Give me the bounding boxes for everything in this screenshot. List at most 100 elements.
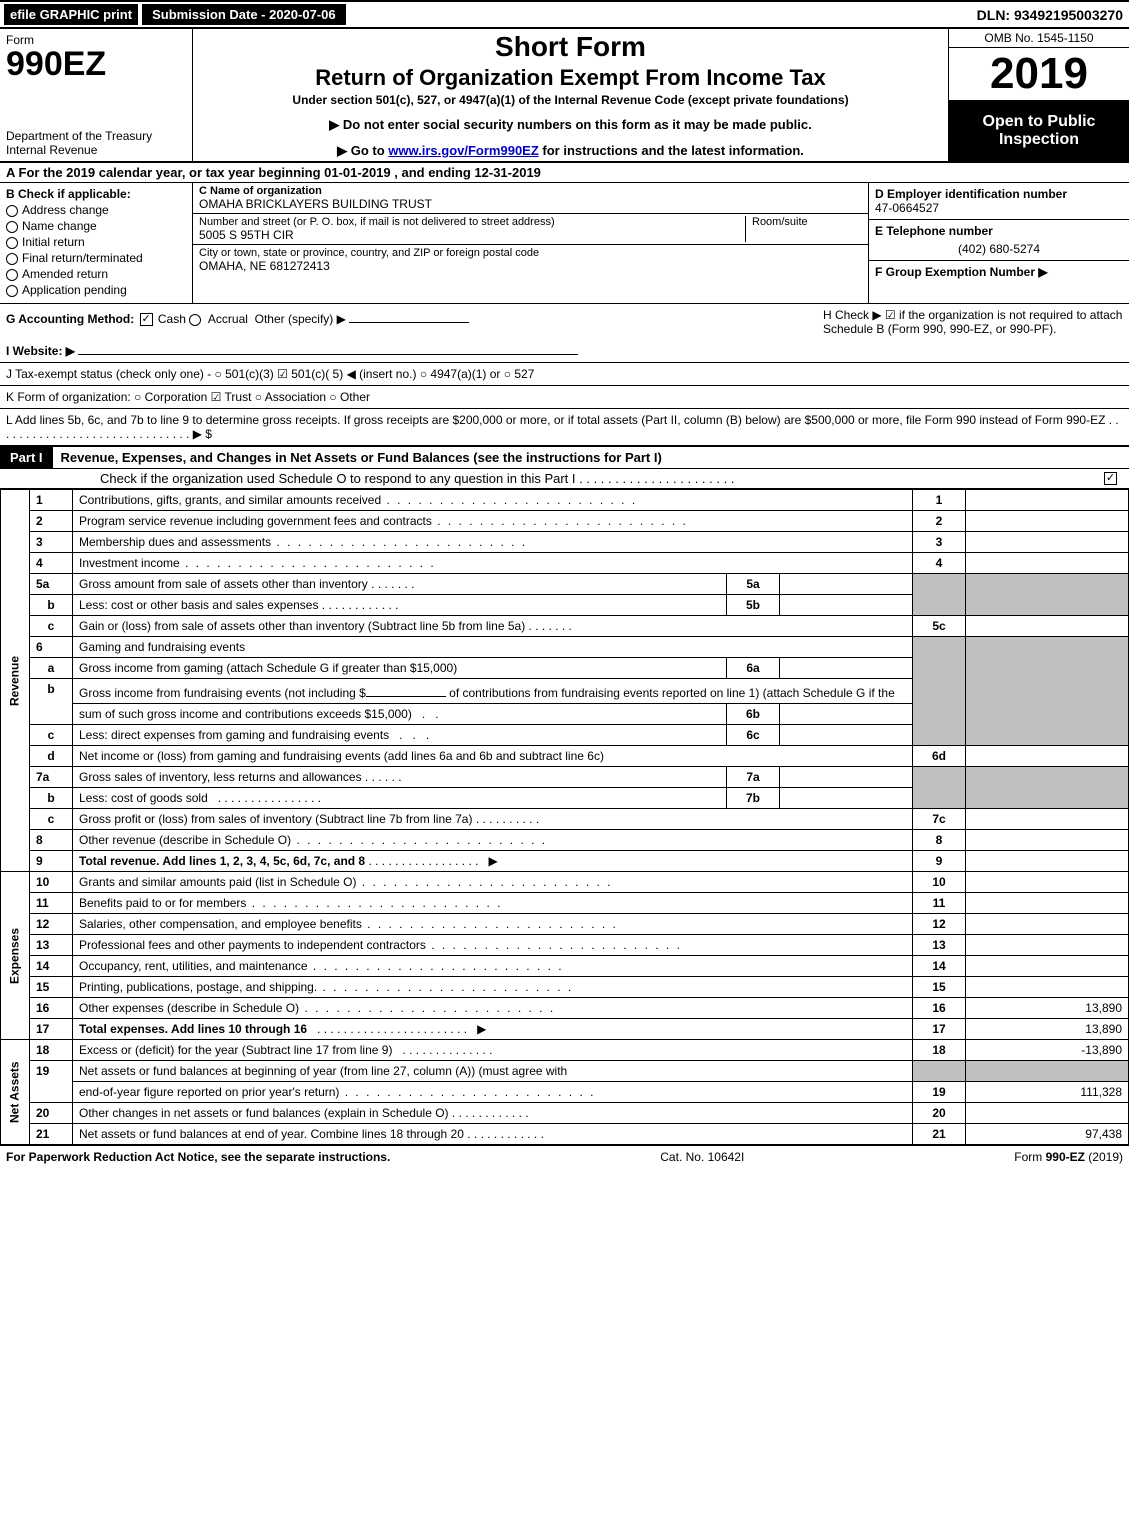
desc-13: Professional fees and other payments to … (73, 935, 913, 956)
desc-21: Net assets or fund balances at end of ye… (73, 1124, 913, 1145)
submission-date-button[interactable]: Submission Date - 2020-07-06 (142, 4, 346, 25)
radio-accrual[interactable] (189, 314, 201, 326)
rnum-13: 13 (913, 935, 966, 956)
num-5a: 5a (30, 574, 73, 595)
rval-20 (966, 1103, 1129, 1124)
rval-18: -13,890 (966, 1040, 1129, 1061)
desc-2: Program service revenue including govern… (73, 511, 913, 532)
schedule-o-checkbox[interactable] (1104, 472, 1117, 485)
rnum-1: 1 (913, 490, 966, 511)
rnum-10: 10 (913, 872, 966, 893)
desc-19b: end-of-year figure reported on prior yea… (73, 1082, 913, 1103)
inum-7a: 7a (727, 767, 780, 788)
open-to-public-badge: Open to Public Inspection (949, 101, 1129, 161)
ival-7a (780, 767, 913, 788)
rval-12 (966, 914, 1129, 935)
inum-6a: 6a (727, 658, 780, 679)
rnum-7c: 7c (913, 809, 966, 830)
shaded-6v (966, 637, 1129, 746)
city-value: OMAHA, NE 681272413 (199, 259, 539, 273)
omb-number: OMB No. 1545-1150 (949, 29, 1129, 48)
desc-17: Total expenses. Add lines 10 through 16 … (73, 1019, 913, 1040)
rnum-9: 9 (913, 851, 966, 872)
num-10: 10 (30, 872, 73, 893)
desc-6: Gaming and fundraising events (73, 637, 913, 658)
instruction-ssn: ▶ Do not enter social security numbers o… (199, 117, 942, 133)
boxes-def: D Employer identification number 47-0664… (868, 183, 1129, 303)
rval-2 (966, 511, 1129, 532)
efile-button[interactable]: efile GRAPHIC print (4, 4, 138, 25)
page-footer: For Paperwork Reduction Act Notice, see … (0, 1145, 1129, 1168)
ival-5b (780, 595, 913, 616)
rval-9 (966, 851, 1129, 872)
org-name-value: OMAHA BRICKLAYERS BUILDING TRUST (199, 197, 432, 211)
room-suite: Room/suite (745, 216, 862, 242)
rnum-12: 12 (913, 914, 966, 935)
checkbox-address-change[interactable]: Address change (6, 203, 186, 217)
line-g-label: G Accounting Method: (6, 312, 134, 326)
part-1-header: Part I Revenue, Expenses, and Changes in… (0, 447, 1129, 469)
footer-mid: Cat. No. 10642I (390, 1150, 1014, 1164)
rval-17: 13,890 (966, 1019, 1129, 1040)
side-label-expenses: Expenses (1, 872, 30, 1040)
part-1-schedule-o-row: Check if the organization used Schedule … (0, 469, 1129, 489)
website-input[interactable] (78, 340, 578, 355)
contrib-amount-input[interactable] (366, 682, 446, 697)
num-6c: c (30, 725, 73, 746)
checkbox-amended-return[interactable]: Amended return (6, 267, 186, 281)
desc-7c: Gross profit or (loss) from sales of inv… (73, 809, 913, 830)
opt-application-pending: Application pending (22, 283, 127, 297)
line-j-text: J Tax-exempt status (check only one) - ○… (6, 367, 534, 381)
checkbox-initial-return[interactable]: Initial return (6, 235, 186, 249)
rval-14 (966, 956, 1129, 977)
line-l-text: L Add lines 5b, 6c, and 7b to line 9 to … (6, 413, 1123, 441)
main-title: Return of Organization Exempt From Incom… (199, 65, 942, 91)
desc-5a: Gross amount from sale of assets other t… (73, 574, 727, 595)
opt-cash: Cash (158, 312, 186, 326)
line-h: H Check ▶ ☑ if the organization is not r… (817, 304, 1129, 362)
checkbox-application-pending[interactable]: Application pending (6, 283, 186, 297)
subtitle: Under section 501(c), 527, or 4947(a)(1)… (199, 93, 942, 107)
checkbox-name-change[interactable]: Name change (6, 219, 186, 233)
desc-14: Occupancy, rent, utilities, and maintena… (73, 956, 913, 977)
dln-label: DLN: 93492195003270 (977, 7, 1129, 23)
num-21: 21 (30, 1124, 73, 1145)
num-6: 6 (30, 637, 73, 658)
footer-right: Form 990-EZ (2019) (1014, 1150, 1123, 1164)
rnum-2: 2 (913, 511, 966, 532)
desc-1: Contributions, gifts, grants, and simila… (73, 490, 913, 511)
rnum-8: 8 (913, 830, 966, 851)
line-g: G Accounting Method: Cash Accrual Other … (0, 304, 817, 362)
line-k: K Form of organization: ○ Corporation ☑ … (0, 386, 1129, 409)
num-8: 8 (30, 830, 73, 851)
desc-7b: Less: cost of goods sold . . . . . . . .… (73, 788, 727, 809)
num-5b: b (30, 595, 73, 616)
checkbox-final-return[interactable]: Final return/terminated (6, 251, 186, 265)
rnum-19: 19 (913, 1082, 966, 1103)
shaded-7v (966, 767, 1129, 809)
rval-3 (966, 532, 1129, 553)
ival-6b (780, 704, 913, 725)
rval-10 (966, 872, 1129, 893)
box-b-title: B Check if applicable: (6, 187, 186, 201)
phone-label: E Telephone number (875, 224, 1123, 238)
desc-6a: Gross income from gaming (attach Schedul… (73, 658, 727, 679)
rval-15 (966, 977, 1129, 998)
department-label: Department of the Treasury Internal Reve… (6, 129, 186, 157)
shaded-5 (913, 574, 966, 616)
city-label: City or town, state or province, country… (199, 247, 539, 259)
irs-link[interactable]: www.irs.gov/Form990EZ (388, 143, 539, 158)
other-specify-input[interactable] (349, 308, 469, 323)
box-d: D Employer identification number 47-0664… (869, 183, 1129, 220)
rval-19: 111,328 (966, 1082, 1129, 1103)
box-b: B Check if applicable: Address change Na… (0, 183, 193, 303)
ein-value: 47-0664527 (875, 201, 1123, 215)
street-value: 5005 S 95TH CIR (199, 228, 745, 242)
checkbox-cash[interactable] (140, 313, 153, 326)
desc-6d: Net income or (loss) from gaming and fun… (73, 746, 913, 767)
num-1: 1 (30, 490, 73, 511)
num-9: 9 (30, 851, 73, 872)
main-table: Revenue 1 Contributions, gifts, grants, … (0, 489, 1129, 1145)
rnum-17: 17 (913, 1019, 966, 1040)
desc-16: Other expenses (describe in Schedule O) (73, 998, 913, 1019)
